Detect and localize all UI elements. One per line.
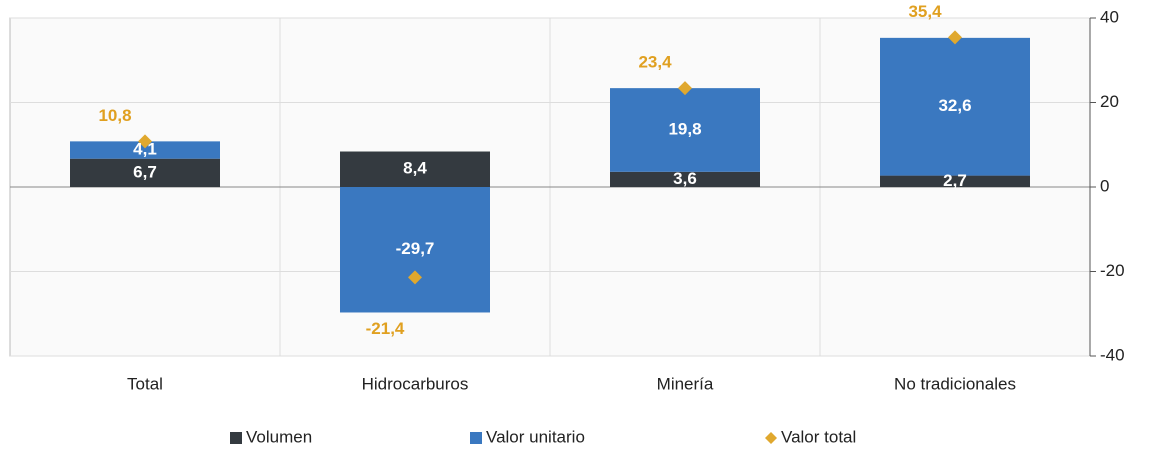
labels: 6,7 8,4 3,6 2,7 4,1 -29,7 19,8 32,6 10,8 -21,4 23,… <box>98 2 1016 447</box>
bar-segment <box>880 175 1030 187</box>
x-tick-label: No tradicionales <box>894 374 1016 393</box>
legend-label: Volumen <box>246 427 312 446</box>
y-tick-label: 20 <box>1100 92 1119 111</box>
data-label: 19,8 <box>668 119 701 138</box>
x-tick-label: Hidrocarburos <box>362 374 469 393</box>
data-label: 2,7 <box>943 171 967 190</box>
data-label: 3,6 <box>673 169 697 188</box>
legend-label: Valor unitario <box>486 427 585 446</box>
bar-segment <box>610 171 760 187</box>
point-marker <box>408 270 422 285</box>
data-label: 6,7 <box>133 162 157 181</box>
bar-segment <box>70 141 220 159</box>
y-tick-label: 40 <box>1100 7 1119 26</box>
legend-marker <box>765 432 777 444</box>
y-tick-label: -20 <box>1100 261 1125 280</box>
point-marker <box>678 81 692 96</box>
x-tick-label: Total <box>127 374 163 393</box>
marks <box>70 30 1030 313</box>
data-label: 10,8 <box>98 106 131 125</box>
data-label: -29,7 <box>396 239 435 258</box>
bar-segment <box>880 37 1030 176</box>
x-tick-label: Minería <box>657 374 714 393</box>
bar-segment <box>610 88 760 172</box>
data-label: 23,4 <box>638 53 672 72</box>
y-tick-label: -40 <box>1100 345 1125 364</box>
bar-segment <box>70 158 220 187</box>
bar-segment <box>340 187 490 313</box>
legend-marker <box>470 432 482 444</box>
data-label: 35,4 <box>908 2 942 21</box>
point-marker <box>138 134 152 149</box>
legend-label: Valor total <box>781 427 856 446</box>
y-tick-label: 0 <box>1100 176 1109 195</box>
data-label: -21,4 <box>366 319 405 338</box>
data-label: 8,4 <box>403 159 427 178</box>
point-marker <box>948 30 962 45</box>
bar-segment <box>340 151 490 187</box>
data-label: 32,6 <box>938 96 971 115</box>
data-label: 4,1 <box>133 140 157 159</box>
legend-marker <box>230 432 242 444</box>
